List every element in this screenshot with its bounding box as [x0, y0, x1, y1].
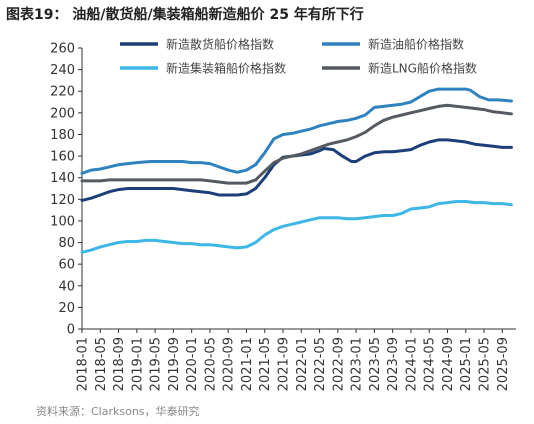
y-tick-label: 80 [58, 236, 75, 251]
x-tick-label: 2025-05 [478, 337, 493, 391]
x-tick-label: 2023-01 [350, 337, 365, 391]
x-tick-label: 2019-01 [130, 337, 145, 391]
y-tick-label: 20 [58, 301, 75, 316]
legend-entry: 新造集装箱船价格指数 [166, 61, 286, 76]
y-tick-label: 180 [50, 128, 75, 143]
x-tick-label: 2018-01 [76, 337, 91, 391]
x-tick-label: 2025-09 [496, 337, 511, 391]
series-line [80, 87, 513, 175]
y-tick-label: 140 [50, 171, 75, 186]
x-tick-label: 2020-09 [222, 337, 237, 391]
chart-title: 图表19： 油船/散货船/集装箱船新造船价 25 年有所下行 [6, 7, 364, 23]
x-tick-label: 2021-05 [258, 337, 273, 391]
x-tick-label: 2023-09 [386, 337, 401, 391]
x-tick-label: 2024-09 [441, 337, 456, 391]
line-chart: 0 20 40 60 80 100 120 140 160 180 200 220 240 260 2018… [50, 37, 516, 391]
series-line [80, 103, 513, 185]
x-tick-label: 2019-09 [167, 337, 182, 391]
x-tick-label: 2021-09 [277, 337, 292, 391]
legend-entry: 新造散货船价格指数 [166, 37, 274, 52]
x-tick-label: 2022-01 [295, 337, 310, 391]
y-tick-label: 40 [58, 279, 75, 294]
legend-entry: 新造LNG船价格指数 [368, 61, 477, 76]
series-line [80, 138, 513, 202]
x-tick-label: 2024-05 [423, 337, 438, 391]
x-tick-label: 2021-01 [240, 337, 255, 391]
source-note: 资料来源：Clarksons，华泰研究 [36, 405, 200, 418]
y-tick-label: 0 [67, 323, 75, 338]
x-tick-label: 2025-01 [459, 337, 474, 391]
y-tick-label: 240 [50, 63, 75, 78]
x-tick-label: 2020-01 [185, 337, 200, 391]
x-tick-label: 2022-09 [331, 337, 346, 391]
x-tick-label: 2019-05 [149, 337, 164, 391]
x-tick-label: 2020-05 [203, 337, 218, 391]
x-tick-label: 2022-05 [313, 337, 328, 391]
legend-entry: 新造油船价格指数 [368, 37, 464, 52]
y-tick-label: 100 [50, 214, 75, 229]
y-tick-label: 60 [58, 258, 75, 273]
y-tick-label: 200 [50, 106, 75, 121]
y-tick-label: 120 [50, 193, 75, 208]
y-tick-label: 220 [50, 85, 75, 100]
x-tick-label: 2023-05 [368, 337, 383, 391]
y-tick-label: 160 [50, 150, 75, 165]
y-tick-label: 260 [50, 42, 75, 57]
x-tick-label: 2018-05 [94, 337, 109, 391]
x-tick-label: 2018-09 [112, 337, 127, 391]
x-tick-label: 2024-01 [404, 337, 419, 391]
series-line [80, 200, 513, 254]
